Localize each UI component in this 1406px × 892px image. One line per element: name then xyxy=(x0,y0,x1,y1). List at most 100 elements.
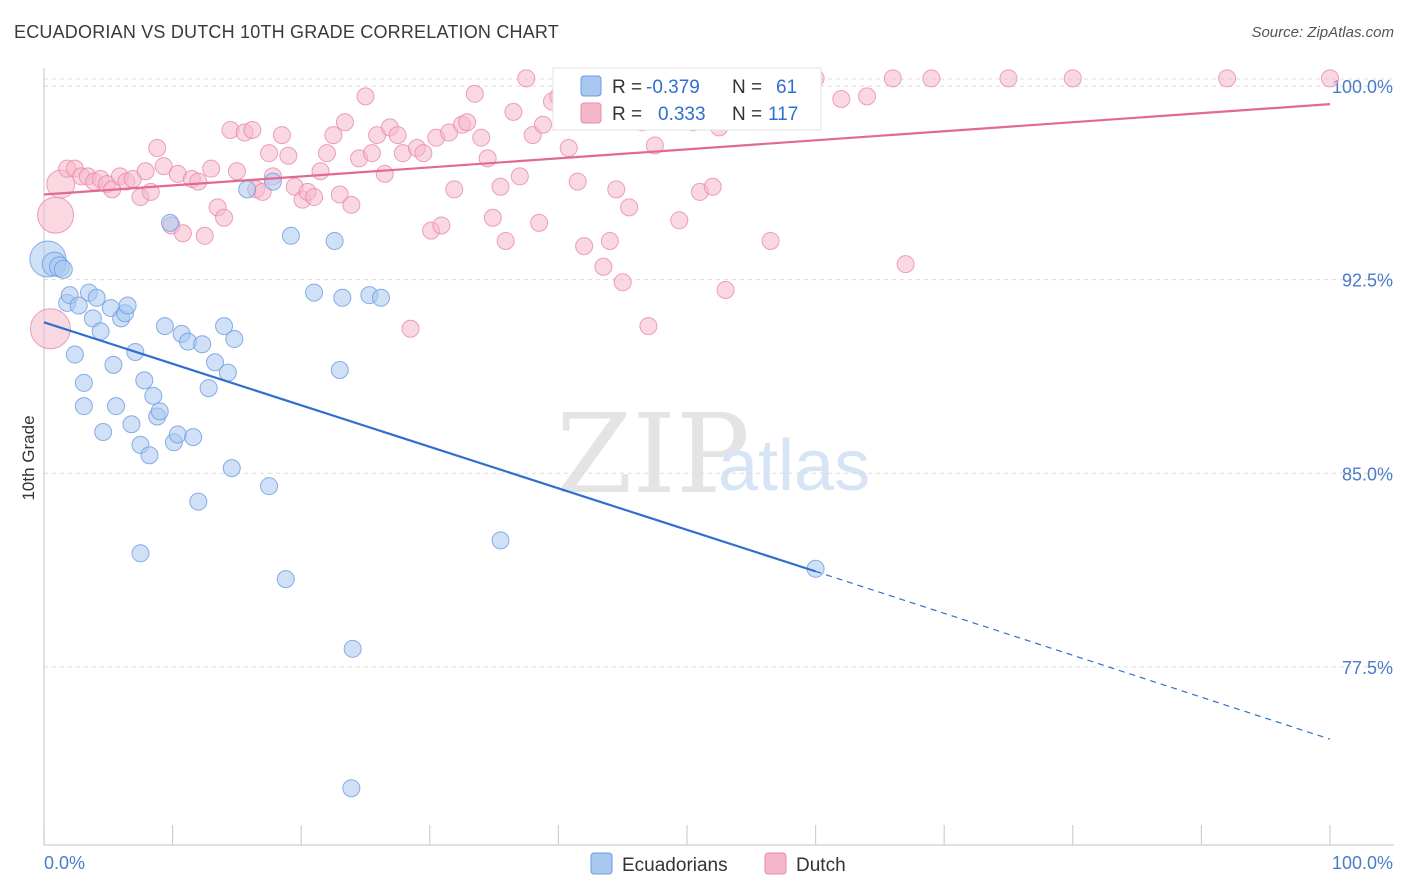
point-ecuadorians xyxy=(155,317,174,336)
point-ecuadorians xyxy=(53,259,73,279)
point-dutch xyxy=(401,319,420,338)
bottom-legend-swatch-ecuadorians xyxy=(590,852,613,875)
point-dutch xyxy=(335,113,354,132)
point-dutch xyxy=(173,224,192,243)
point-dutch xyxy=(517,69,536,88)
point-dutch xyxy=(858,87,877,106)
point-dutch xyxy=(445,180,464,199)
axes xyxy=(43,68,1394,846)
point-ecuadorians xyxy=(238,180,257,199)
point-ecuadorians xyxy=(206,353,225,372)
bottom-legend-label-dutch: Dutch xyxy=(796,855,846,876)
point-dutch xyxy=(29,308,71,350)
point-dutch xyxy=(620,198,639,217)
point-dutch xyxy=(362,144,381,163)
point-dutch xyxy=(324,126,343,145)
point-ecuadorians xyxy=(343,639,362,658)
watermark-zip: ZIP xyxy=(556,390,750,518)
point-dutch xyxy=(465,84,484,103)
point-ecuadorians xyxy=(189,492,208,511)
bottom-legend-swatch-dutch xyxy=(764,852,787,875)
point-dutch xyxy=(37,196,75,234)
point-ecuadorians xyxy=(135,371,154,390)
point-ecuadorians xyxy=(91,322,110,341)
point-ecuadorians xyxy=(168,425,187,444)
point-dutch xyxy=(148,139,167,158)
point-dutch xyxy=(195,226,214,245)
point-ecuadorians xyxy=(122,415,141,434)
chart-title: ECUADORIAN VS DUTCH 10TH GRADE CORRELATI… xyxy=(14,22,560,42)
point-ecuadorians xyxy=(342,779,361,798)
point-dutch xyxy=(1063,69,1082,88)
point-ecuadorians xyxy=(305,283,324,302)
legend-r-label-2: R = xyxy=(612,104,642,125)
point-dutch xyxy=(670,211,689,230)
point-ecuadorians xyxy=(225,330,244,349)
legend-swatch-dutch xyxy=(580,102,602,124)
point-dutch xyxy=(491,177,510,196)
point-dutch xyxy=(356,87,375,106)
point-dutch xyxy=(533,115,552,134)
point-dutch xyxy=(375,164,394,183)
y-tick-label: 92.5% xyxy=(1342,271,1393,291)
point-ecuadorians xyxy=(107,397,126,416)
point-dutch xyxy=(761,231,780,250)
legend-r-value-2: 0.333 xyxy=(658,104,706,125)
watermark-atlas: atlas xyxy=(718,426,870,506)
point-dutch xyxy=(639,317,658,336)
point-dutch xyxy=(703,177,722,196)
point-dutch xyxy=(388,126,407,145)
legend-swatch-ecuadorians xyxy=(580,75,602,97)
x-axis-ticks xyxy=(43,825,1331,845)
point-dutch xyxy=(575,237,594,256)
point-dutch xyxy=(530,213,549,232)
point-dutch xyxy=(896,255,915,274)
point-ecuadorians xyxy=(184,428,203,447)
point-ecuadorians xyxy=(74,373,93,392)
point-dutch xyxy=(189,172,208,191)
point-dutch xyxy=(600,231,619,250)
point-dutch xyxy=(1218,69,1237,88)
point-ecuadorians xyxy=(94,422,113,441)
point-dutch xyxy=(483,208,502,227)
point-ecuadorians xyxy=(276,570,295,589)
point-dutch xyxy=(305,188,324,207)
point-dutch xyxy=(1321,69,1339,88)
legend-r-value-1: -0.379 xyxy=(646,77,700,98)
point-dutch xyxy=(922,69,941,88)
point-ecuadorians xyxy=(199,379,218,398)
point-dutch xyxy=(227,162,246,181)
point-dutch xyxy=(243,120,262,139)
point-ecuadorians xyxy=(371,288,390,307)
point-dutch xyxy=(716,281,735,299)
point-dutch xyxy=(330,185,349,204)
gridlines xyxy=(44,78,1394,668)
point-dutch xyxy=(510,167,529,186)
point-dutch xyxy=(215,208,234,227)
point-ecuadorians xyxy=(144,386,163,405)
trend-line-dutch xyxy=(43,103,1331,196)
point-ecuadorians xyxy=(333,288,352,307)
legend-n-label-2: N = xyxy=(732,104,762,125)
series-legend: Ecuadorians Dutch xyxy=(590,852,846,876)
point-ecuadorians xyxy=(87,288,106,307)
point-dutch xyxy=(260,144,279,163)
point-ecuadorians xyxy=(131,544,150,563)
point-ecuadorians xyxy=(161,213,180,232)
y-tick-label: 100.0% xyxy=(1332,77,1393,97)
y-axis-tick-labels: 77.5% 85.0% 92.5% 100.0% xyxy=(1332,77,1393,678)
point-ecuadorians xyxy=(325,231,344,250)
source-credit: Source: ZipAtlas.com xyxy=(1251,24,1394,41)
point-ecuadorians xyxy=(491,531,510,550)
point-dutch xyxy=(414,144,433,163)
y-tick-label: 77.5% xyxy=(1342,658,1393,678)
point-ecuadorians xyxy=(104,355,123,374)
point-dutch xyxy=(504,102,523,121)
trend-lines xyxy=(43,103,1331,740)
point-ecuadorians xyxy=(65,345,84,364)
point-dutch xyxy=(311,162,330,181)
legend-n-value-2: 117 xyxy=(768,104,798,125)
trend-line-extension-ecuadorians xyxy=(815,570,1331,740)
point-dutch xyxy=(594,257,613,276)
